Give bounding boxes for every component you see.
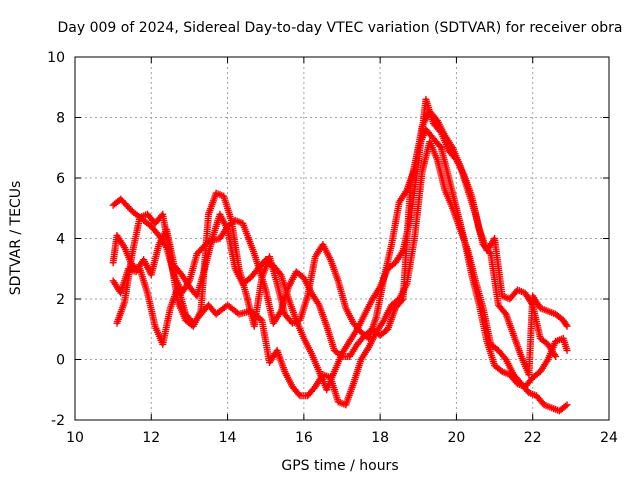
y-tick-label: 2 [56, 292, 65, 308]
series-track-2 [109, 138, 571, 415]
data-point [562, 402, 570, 410]
x-tick-label: 16 [295, 430, 313, 446]
y-axis-label: SDTVAR / TECUs [8, 181, 24, 296]
x-tick-label: 12 [142, 430, 160, 446]
x-tick-label: 24 [600, 430, 618, 446]
y-tick-label: -2 [51, 413, 65, 429]
data-point [563, 322, 571, 330]
data-point [436, 142, 444, 150]
y-tick-label: 8 [56, 111, 65, 127]
data-point [552, 352, 560, 360]
series-track-4 [113, 107, 571, 379]
data-point [485, 248, 493, 256]
ticks-layer [74, 56, 610, 421]
chart-title: Day 009 of 2024, Sidereal Day-to-day VTE… [57, 20, 622, 36]
y-tick-label: 4 [56, 232, 65, 248]
data-point [563, 401, 571, 409]
y-tick-label: 6 [56, 171, 65, 187]
data-point [295, 390, 303, 398]
series-layer [109, 95, 571, 415]
data-point [562, 321, 570, 329]
data-point [563, 346, 571, 354]
x-axis-label: GPS time / hours [281, 458, 398, 474]
y-tick-label: 0 [56, 353, 65, 369]
y-tick-label: 10 [47, 50, 65, 66]
x-tick-label: 22 [524, 430, 542, 446]
x-tick-label: 14 [219, 430, 237, 446]
x-tick-label: 10 [66, 430, 84, 446]
x-tick-label: 20 [448, 430, 466, 446]
x-tick-label: 18 [371, 430, 389, 446]
